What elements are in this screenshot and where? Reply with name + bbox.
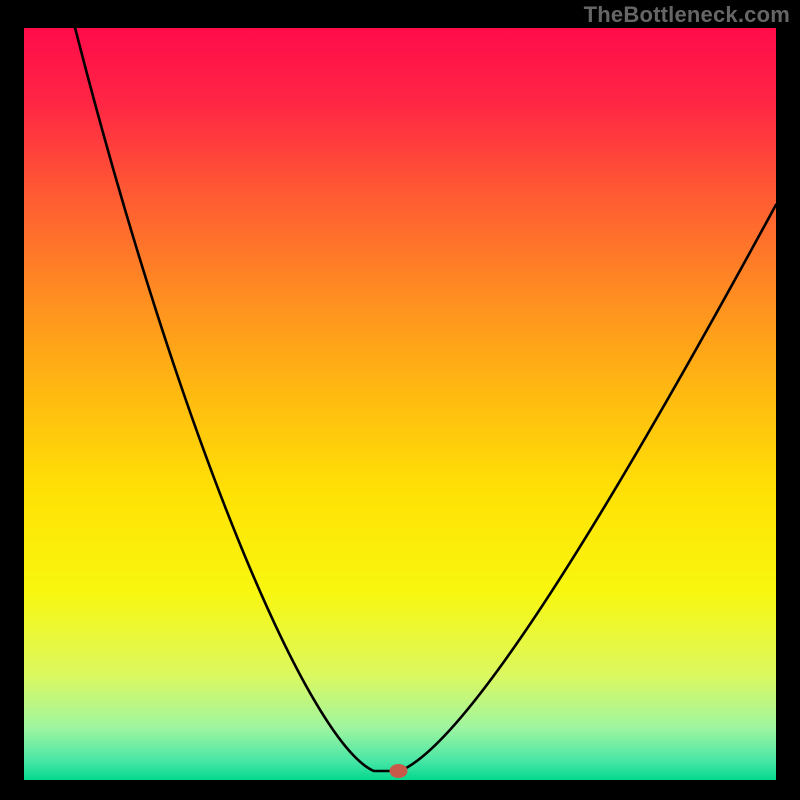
- minimum-marker: [390, 764, 408, 778]
- bottleneck-chart: [0, 0, 800, 800]
- plot-background: [24, 28, 776, 780]
- chart-container: { "watermark": { "text": "TheBottleneck.…: [0, 0, 800, 800]
- watermark-text: TheBottleneck.com: [584, 2, 790, 28]
